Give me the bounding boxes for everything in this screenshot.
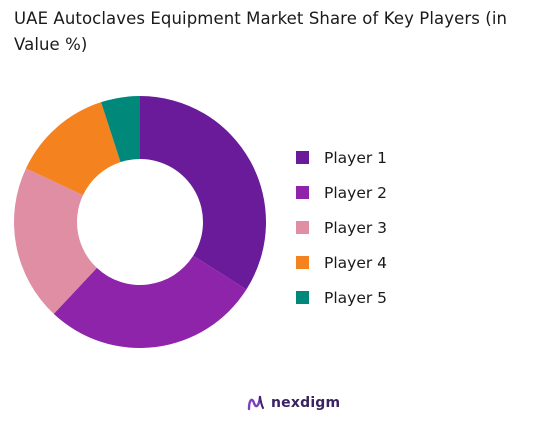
- legend-swatch: [296, 186, 309, 199]
- chart-title: UAE Autoclaves Equipment Market Share of…: [14, 9, 508, 54]
- legend-swatch: [296, 151, 309, 164]
- slice-player-2: [53, 255, 247, 348]
- legend-label: Player 4: [324, 253, 388, 272]
- brand-logo: nexdigm: [246, 394, 340, 412]
- slice-player-1: [140, 96, 267, 290]
- brand-name: nexdigm: [271, 395, 341, 411]
- legend-item: Player 1: [296, 140, 387, 175]
- legend: Player 1 Player 2 Player 3 Player 4 Player 5: [296, 140, 387, 315]
- legend-label: Player 5: [324, 288, 388, 307]
- slice-player-5: [101, 96, 140, 163]
- legend-label: Player 1: [324, 148, 388, 167]
- legend-item: Player 5: [296, 280, 387, 315]
- legend-label: Player 3: [324, 218, 388, 237]
- legend-item: Player 3: [296, 210, 387, 245]
- legend-label: Player 2: [324, 183, 388, 202]
- legend-swatch: [296, 256, 309, 269]
- slice-player-4: [25, 102, 121, 196]
- legend-item: Player 2: [296, 175, 387, 210]
- legend-swatch: [296, 221, 309, 234]
- legend-swatch: [296, 291, 309, 304]
- legend-item: Player 4: [296, 245, 387, 280]
- slice-player-3: [14, 168, 97, 314]
- nexdigm-logo-icon: [247, 395, 264, 411]
